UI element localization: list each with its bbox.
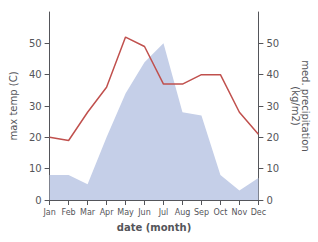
- svg-text:max temp (C): max temp (C): [8, 71, 19, 140]
- svg-text:Nov: Nov: [232, 208, 248, 217]
- svg-text:30: 30: [29, 101, 42, 112]
- svg-text:30: 30: [266, 101, 279, 112]
- svg-text:Oct: Oct: [213, 208, 227, 217]
- svg-text:Jan: Jan: [42, 208, 55, 217]
- svg-text:10: 10: [266, 163, 279, 174]
- svg-text:Apr: Apr: [100, 208, 115, 217]
- svg-text:20: 20: [29, 132, 42, 143]
- svg-text:Dec: Dec: [251, 208, 266, 217]
- svg-text:Jul: Jul: [158, 208, 169, 217]
- svg-text:10: 10: [29, 163, 42, 174]
- svg-text:0: 0: [266, 195, 272, 206]
- svg-text:50: 50: [29, 38, 42, 49]
- svg-text:40: 40: [29, 69, 42, 80]
- svg-text:Aug: Aug: [175, 208, 191, 217]
- svg-text:0: 0: [35, 195, 41, 206]
- svg-text:med. precipitation: med. precipitation: [299, 60, 311, 152]
- svg-text:20: 20: [266, 132, 279, 143]
- svg-text:(kg/m2): (kg/m2): [290, 86, 301, 126]
- svg-text:50: 50: [266, 38, 279, 49]
- svg-text:Jun: Jun: [137, 208, 151, 217]
- svg-text:Mar: Mar: [80, 208, 96, 217]
- svg-text:date (month): date (month): [117, 222, 191, 233]
- svg-text:Sep: Sep: [194, 208, 209, 217]
- svg-text:Feb: Feb: [62, 208, 76, 217]
- svg-text:40: 40: [266, 69, 279, 80]
- svg-text:May: May: [117, 208, 134, 217]
